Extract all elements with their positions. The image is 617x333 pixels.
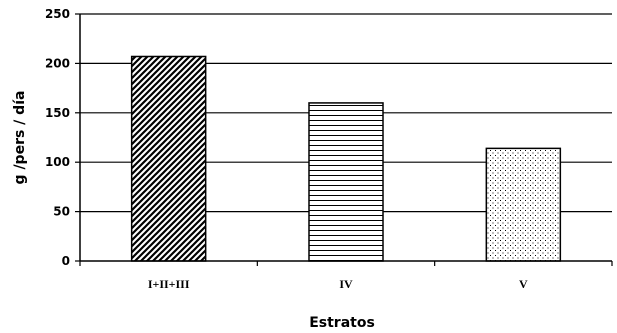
bar-iv bbox=[308, 102, 384, 262]
y-tick-label: 0 bbox=[62, 254, 70, 268]
x-tick-label: V bbox=[519, 277, 528, 291]
x-tick-label: I+II+III bbox=[148, 277, 190, 291]
bars bbox=[130, 55, 562, 262]
bar-i-ii-iii bbox=[130, 55, 207, 262]
y-axis-title: g /pers / día bbox=[12, 91, 28, 185]
y-tick-label: 100 bbox=[45, 155, 70, 169]
x-axis-title: Estratos bbox=[309, 315, 375, 331]
tick-labels: 0 50 100 150 200 250 I+II+III IV V bbox=[45, 7, 528, 291]
y-tick-label: 250 bbox=[45, 7, 70, 21]
y-tick-label: 50 bbox=[53, 205, 70, 219]
y-tick-label: 150 bbox=[45, 106, 70, 120]
bar-v bbox=[485, 147, 562, 262]
x-tick-label: IV bbox=[339, 277, 353, 291]
axes bbox=[75, 13, 613, 266]
y-tick-label: 200 bbox=[45, 56, 70, 70]
